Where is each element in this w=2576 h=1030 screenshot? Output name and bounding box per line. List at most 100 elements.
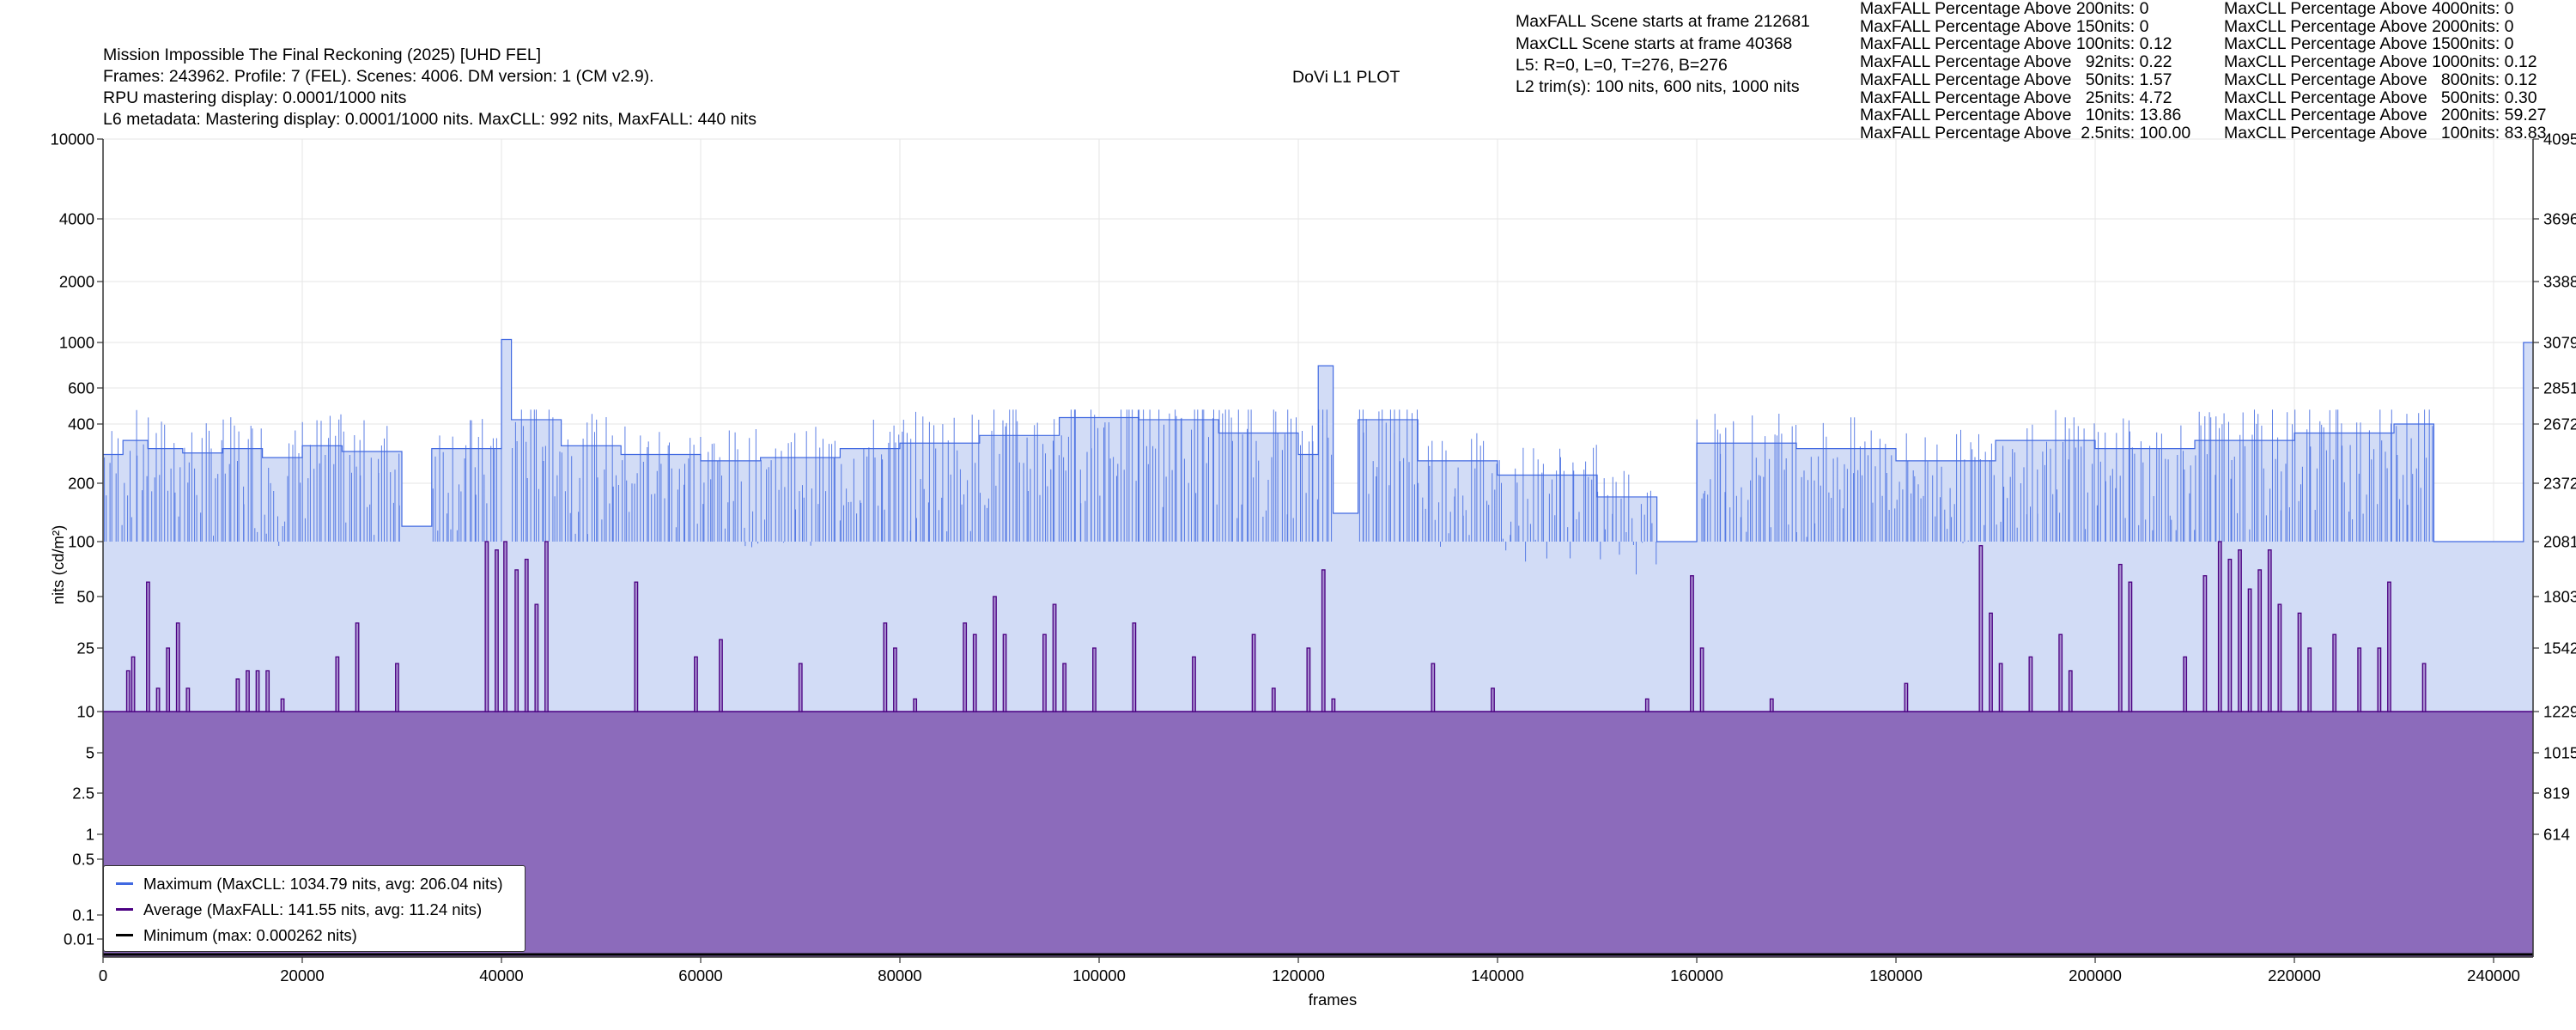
avg-series-spike	[280, 698, 285, 712]
avg-series-spike	[1271, 688, 1276, 712]
y-axis-label: nits (cd/m²)	[49, 525, 67, 605]
frames-info: Frames: 243962. Profile: 7 (FEL). Scenes…	[103, 67, 654, 86]
max-series-line	[103, 338, 2533, 542]
l5-info: L5: R=0, L=0, T=276, B=276	[1516, 56, 1728, 75]
avg-series-spike	[2183, 656, 2188, 712]
x-tick-label: 60000	[678, 966, 722, 985]
avg-series-spike	[1062, 663, 1067, 712]
avg-series-spike	[495, 549, 499, 712]
rpu-mastering-info: RPU mastering display: 0.0001/1000 nits	[103, 88, 407, 107]
avg-series-spike	[1699, 647, 1704, 712]
pq-tick-label: 819	[2543, 785, 2570, 803]
avg-series-spike	[166, 647, 171, 712]
legend: Maximum (MaxCLL: 1034.79 nits, avg: 206.…	[103, 865, 526, 952]
avg-series-spike	[514, 569, 519, 712]
pq-tick-label: 4095	[2543, 130, 2576, 148]
avg-series-spike	[893, 647, 897, 712]
x-tick-label: 0	[99, 966, 107, 985]
y-tick-label: 600	[68, 379, 94, 397]
avg-series-spike	[2068, 670, 2073, 712]
maxfall-stat-line: MaxFALL Percentage Above 10nits: 13.86	[1860, 106, 2182, 125]
avg-series-spike	[993, 596, 997, 712]
avg-series-spike	[2387, 581, 2391, 712]
avg-series-spike	[1092, 647, 1097, 712]
avg-series-spike	[1904, 682, 1909, 712]
axis-ticks: 0 20000 40000 60000 80000 100000 120000 140000 1…	[51, 130, 2576, 985]
y-tick-label: 5	[86, 744, 94, 762]
x-tick-label: 40000	[479, 966, 523, 985]
maxcll-stat-line: MaxCLL Percentage Above 2000nits: 0	[2224, 16, 2514, 36]
avg-series-spike	[185, 688, 191, 712]
y-tick-label: 100	[68, 533, 94, 551]
legend-swatch-minimum	[116, 934, 133, 936]
y-tick-label: 2000	[59, 273, 94, 291]
avg-series-spike	[175, 622, 180, 712]
y-tick-label: 1000	[59, 334, 94, 352]
avg-series-spike	[395, 663, 399, 712]
y-tick-label: 10000	[51, 130, 94, 148]
avg-series-spike	[2028, 656, 2033, 712]
legend-item-minimum: Minimum (max: 0.000262 nits)	[116, 923, 357, 948]
y-tick-label: 25	[76, 639, 94, 657]
x-tick-label: 100000	[1072, 966, 1126, 985]
pq-tick-label: 3696	[2543, 210, 2576, 228]
avg-series-spike	[1052, 603, 1057, 712]
avg-series-spike	[235, 678, 240, 712]
pq-tick-label: 2672	[2543, 415, 2576, 433]
avg-series-spike	[255, 670, 260, 712]
avg-series-spike	[1002, 633, 1007, 712]
y-tick-label: 1	[86, 826, 94, 844]
avg-series-spike	[972, 633, 977, 712]
avg-series-spike	[1042, 633, 1047, 712]
x-tick-label: 220000	[2268, 966, 2321, 985]
maxcll-scene-info: MaxCLL Scene starts at frame 40368	[1516, 34, 1793, 53]
pq-tick-label: 2372	[2543, 475, 2576, 493]
avg-series-spike	[2227, 558, 2233, 712]
avg-series-spike	[2267, 549, 2272, 712]
maxfall-scene-info: MaxFALL Scene starts at frame 212681	[1516, 12, 1810, 31]
avg-series-spike	[2247, 588, 2252, 712]
avg-series-spike	[2128, 581, 2133, 712]
y-tick-label: 10	[76, 703, 94, 721]
y-tick-label: 2.5	[72, 785, 94, 803]
avg-series-spike	[524, 558, 529, 712]
avg-series-spike	[335, 656, 340, 712]
legend-swatch-maximum	[116, 882, 133, 885]
y-tick-label: 400	[68, 415, 94, 433]
avg-series-spike	[2307, 647, 2312, 712]
avg-series-spike	[534, 603, 539, 712]
avg-series-spike	[2117, 563, 2123, 712]
x-tick-label: 200000	[2069, 966, 2122, 985]
l2-trims-info: L2 trim(s): 100 nits, 600 nits, 1000 nit…	[1516, 77, 1800, 96]
avg-series-spike	[883, 622, 888, 712]
x-axis-label: frames	[1309, 991, 1358, 1009]
chart-title: DoVi L1 PLOT	[1292, 68, 1400, 87]
axes-frame	[102, 139, 2534, 958]
avg-series-spike	[963, 622, 968, 712]
avg-series-spike	[155, 688, 161, 712]
avg-series-spike	[634, 581, 639, 712]
y-tick-label: 0.5	[72, 851, 94, 869]
maxcll-stat-line: MaxCLL Percentage Above 1000nits: 0.12	[2224, 52, 2537, 72]
avg-series-spike	[2377, 647, 2382, 712]
avg-series-spike	[1321, 569, 1326, 712]
avg-series-spike	[913, 698, 918, 712]
x-tick-label: 160000	[1670, 966, 1723, 985]
x-tick-label: 240000	[2467, 966, 2520, 985]
avg-series-spike	[2058, 633, 2063, 712]
maxfall-stat-line: MaxFALL Percentage Above 25nits: 4.72	[1860, 88, 2172, 107]
avg-series-spike	[125, 670, 131, 712]
avg-series-spike	[2277, 603, 2282, 712]
maxcll-stat-line: MaxCLL Percentage Above 500nits: 0.30	[2224, 88, 2537, 107]
avg-series-spike	[2421, 663, 2427, 712]
legend-swatch-average	[116, 908, 133, 911]
y-tick-label: 200	[68, 475, 94, 493]
avg-series-spike	[1978, 545, 1984, 712]
maxfall-stat-line: MaxFALL Percentage Above 100nits: 0.12	[1860, 34, 2172, 54]
maxcll-stat-line: MaxCLL Percentage Above 100nits: 83.83	[2224, 123, 2547, 142]
avg-series-spike	[1690, 575, 1694, 712]
pq-tick-label: 1803	[2543, 588, 2576, 606]
avg-series-spike	[265, 670, 270, 712]
y-tick-label: 50	[76, 588, 94, 606]
maxfall-stat-line: MaxFALL Percentage Above 150nits: 0	[1860, 16, 2149, 36]
